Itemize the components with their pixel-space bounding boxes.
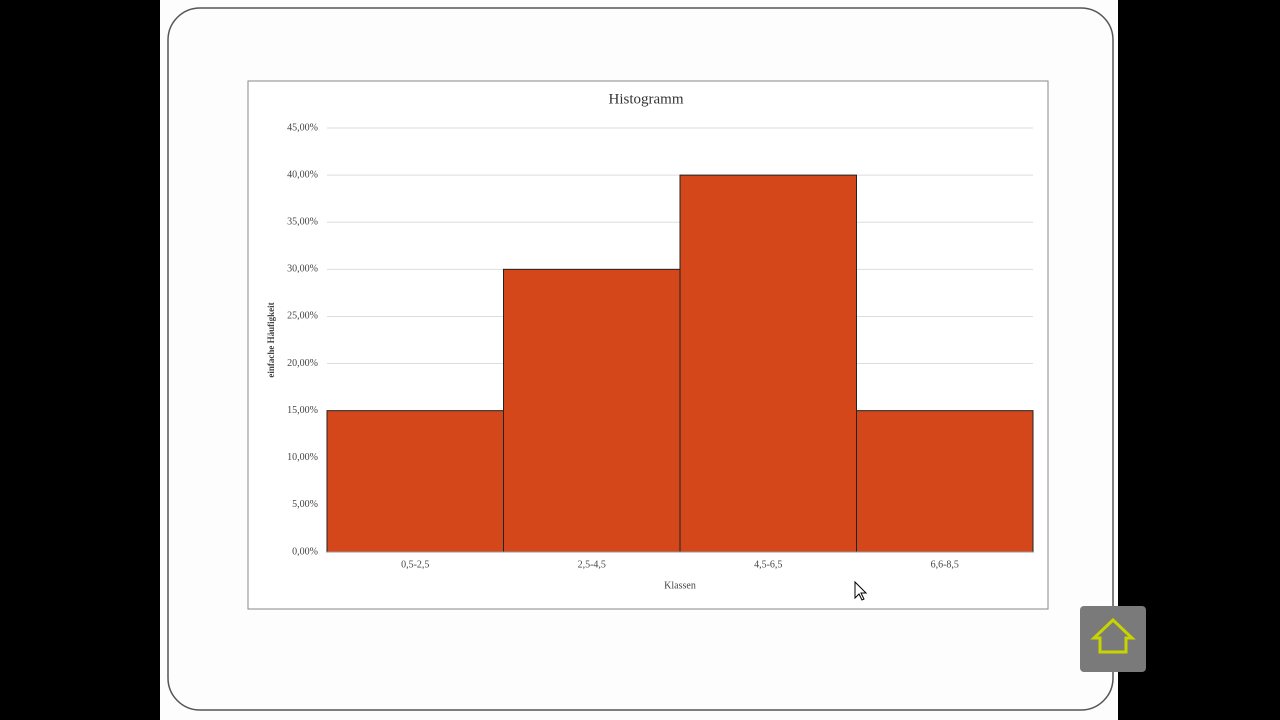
bar [326,410,504,553]
y-tick-label: 0,00% [292,546,318,557]
y-tick-label: 10,00% [287,452,318,463]
y-tick-label: 45,00% [287,122,318,133]
x-tick-label: 0,5-2,5 [401,559,429,570]
home-button[interactable] [1080,606,1146,672]
bar [856,410,1034,553]
x-tick-label: 6,6-8,5 [931,559,959,570]
bar [503,268,681,553]
x-tick-label: 2,5-4,5 [578,559,606,570]
y-tick-label: 5,00% [292,499,318,510]
y-tick-label: 30,00% [287,264,318,275]
home-icon [1090,617,1136,654]
x-tick-label: 4,5-6,5 [754,559,782,570]
plot: 0,00% 5,00% 10,00% 15,00% 20,00% 25,00% 30,00%… [287,122,1034,570]
y-tick-label: 25,00% [287,311,318,322]
y-axis-label: einfache Häufigkeit [266,302,276,377]
slide-frame [167,7,1114,711]
cursor [854,580,868,601]
y-tick-label: 15,00% [287,405,318,416]
y-tick-label: 40,00% [287,169,318,180]
y-tick-label: 20,00% [287,358,318,369]
y-tick-label: 35,00% [287,217,318,228]
chart-title: Histogramm [609,91,684,107]
bar [679,174,857,553]
x-axis-label: Klassen [664,580,696,591]
